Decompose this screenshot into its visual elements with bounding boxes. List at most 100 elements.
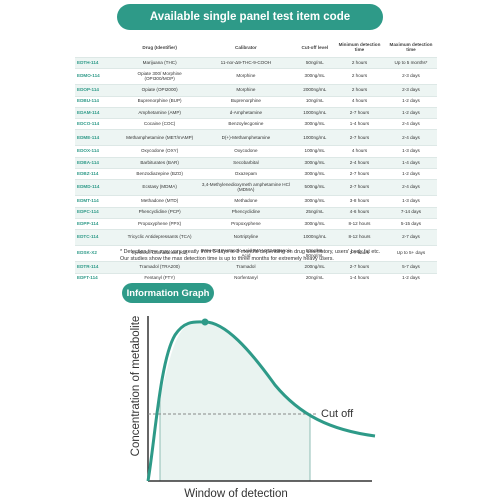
table-row: EDTR-114 Tramadol (TRA200) Tramadol 200ng/m… — [75, 261, 437, 274]
cell-cutoff: 300ng/mL — [295, 217, 334, 230]
table-row: EDBA-114 Barbiturates (BAR) Secobarbital 30… — [75, 156, 437, 169]
cell-min-detection: 2-7 hours — [334, 245, 385, 262]
cell-calibrator: Tramadol — [196, 261, 296, 274]
cell-calibrator: Secobarbital — [196, 156, 296, 169]
cell-code: EDTR-114 — [75, 261, 123, 274]
cell-max-detection: 2-3 days — [384, 68, 437, 85]
peak-marker — [201, 318, 209, 326]
table-row: EDOP-114 Opiate (OPI2000) Morphine 2000ng/m… — [75, 84, 437, 97]
cell-drug: Synthetic Cannabinoid (K2) — [123, 245, 197, 262]
cell-min-detection: 2-7 hours — [334, 168, 385, 180]
cell-min-detection: 2 hours — [334, 68, 385, 85]
cell-drug: Buprenorphine (BUP) — [123, 95, 197, 108]
cell-cutoff: 25ng/mL — [295, 206, 334, 219]
graph-x-label: Window of detection — [184, 488, 288, 500]
cell-code: EDME-114 — [75, 129, 123, 146]
cell-calibrator: Norfentanyl — [196, 272, 296, 284]
graph-title: Information Graph — [122, 283, 214, 303]
cell-cutoff: 100ng/mL — [295, 145, 334, 158]
table-row: EDOX-114 Oxycodone (OXY) Oxycodone 100ng/mL… — [75, 145, 437, 158]
cell-calibrator: Nortriptyline — [196, 229, 296, 246]
cell-max-detection: 7-14 days — [384, 206, 437, 219]
cell-max-detection: 2-7 days — [384, 229, 437, 246]
table-row: EDSK-X2 Synthetic Cannabinoid (K2) JWH-018… — [75, 245, 437, 262]
cell-drug: Opiate (OPI2000) — [123, 84, 197, 97]
cell-cutoff: 1000ng/mL — [295, 129, 334, 146]
cell-calibrator: Benzoylecgonine — [196, 118, 296, 130]
cell-cutoff: 20ng/mL — [295, 272, 334, 284]
cell-cutoff: 1000ng/mL — [295, 229, 334, 246]
cell-drug: Marijuana (THC) — [123, 56, 197, 69]
cell-drug: Methamphetamine (MET/mAMP) — [123, 129, 197, 146]
cell-code: EDPP-114 — [75, 217, 123, 230]
table-row: EDPP-114 Propoxyphene (PPX) Propoxyphene 30… — [75, 217, 437, 230]
cell-max-detection: 1-3 days — [384, 195, 437, 208]
cell-max-detection: 2-3 days — [384, 84, 437, 97]
table-row: EDAM-114 Amphetamine (AMP) d-Amphetamine 10… — [75, 106, 437, 119]
cell-code: EDSK-X2 — [75, 245, 123, 262]
table-row: EDME-114 Methamphetamine (MET/mAMP) D(+)-M… — [75, 129, 437, 146]
cell-max-detection: Up to 5 months* — [384, 56, 437, 69]
header-min-detection: Minimum detection time — [338, 42, 381, 52]
cell-max-detection: 1-4 days — [384, 156, 437, 169]
cell-code: EDBZ-114 — [75, 168, 123, 180]
cell-min-detection: 2 hours — [334, 84, 385, 97]
cell-calibrator: Phencyclidine — [196, 206, 296, 219]
cell-cutoff: 10ng/mL — [295, 95, 334, 108]
cell-min-detection: 3-8 hours — [334, 195, 385, 208]
cell-min-detection: 2-7 hours — [334, 261, 385, 274]
cell-cutoff: 300ng/mL — [295, 118, 334, 130]
table-row: EDMT-114 Methadone (MTD) Methadone 300ng/mL… — [75, 195, 437, 208]
cell-min-detection: 2-7 hours — [334, 106, 385, 119]
cell-code: EDMT-114 — [75, 195, 123, 208]
detection-window-fill — [160, 321, 310, 481]
cell-max-detection: 1-2 days — [384, 106, 437, 119]
cell-calibrator: Oxycodone — [196, 145, 296, 158]
cell-max-detection: 1-2 days — [384, 95, 437, 108]
cell-cutoff: 300ng/mL — [295, 156, 334, 169]
cell-min-detection: 4-6 hours — [334, 206, 385, 219]
test-item-table: Drug (Identifier) Calibrator Cut-off lev… — [75, 37, 437, 284]
cell-max-detection: 2-4 days — [384, 118, 437, 130]
cell-min-detection: 4 hours — [334, 95, 385, 108]
cell-code: EDOX-114 — [75, 145, 123, 158]
cell-max-detection: 2-4 days — [384, 129, 437, 146]
cell-min-detection: 8-12 hours — [334, 229, 385, 246]
cell-drug: Propoxyphene (PPX) — [123, 217, 197, 230]
cell-min-detection: 1-4 hours — [334, 118, 385, 130]
cell-min-detection: 2-7 hours — [334, 129, 385, 146]
cell-code: EDTC-114 — [75, 229, 123, 246]
cell-calibrator: 11-nor-Δ9-THC-9-COOH — [196, 56, 296, 69]
table-header-row: Drug (Identifier) Calibrator Cut-off lev… — [75, 37, 437, 58]
cell-cutoff: 50ng/mL 50ng/mL — [295, 245, 334, 262]
cell-code: EDMO-114 — [75, 68, 123, 85]
cell-calibrator: Methadone — [196, 195, 296, 208]
cell-code: EDBA-114 — [75, 156, 123, 169]
cell-min-detection: 2-7 hours — [334, 179, 385, 196]
table-row: EDMD-114 Ecstasy (MDMA) 3,4-Methylenedioxy… — [75, 179, 437, 196]
cell-drug: Ecstasy (MDMA) — [123, 179, 197, 196]
header-calibrator: Calibrator — [235, 44, 257, 50]
cell-cutoff: 500ng/mL — [295, 179, 334, 196]
cell-drug: Phencyclidine (PCP) — [123, 206, 197, 219]
header-drug: Drug (Identifier) — [142, 44, 177, 50]
cell-max-detection: Up to 5+ days — [384, 245, 437, 262]
cell-cutoff: 300ng/mL — [295, 195, 334, 208]
table-row: EDTC-114 Tricyclic Antidepressants (TCA) N… — [75, 229, 437, 246]
cell-max-detection: 1-2 days — [384, 272, 437, 284]
cell-max-detection: 1-3 days — [384, 145, 437, 158]
table-row: EDMO-114 Opiate 300/ Morphine (OPI300/MOP… — [75, 68, 437, 85]
table-row: EDPC-114 Phencyclidine (PCP) Phencyclidine… — [75, 206, 437, 219]
table-row: EDFT-114 Fentanyl (FTY) Norfentanyl 20ng/mL… — [75, 272, 437, 284]
cell-calibrator: Oxazepam — [196, 168, 296, 180]
cell-code: EDPC-114 — [75, 206, 123, 219]
cell-cutoff: 300ng/mL — [295, 68, 334, 85]
cell-max-detection: 1-2 days — [384, 168, 437, 180]
cell-drug: Methadone (MTD) — [123, 195, 197, 208]
cell-max-detection: 5-7 days — [384, 261, 437, 274]
cell-drug: Benzodiazepine (BZO) — [123, 168, 197, 180]
cell-code: EDBU-114 — [75, 95, 123, 108]
cell-calibrator: Morphine — [196, 84, 296, 97]
cell-min-detection: 2-4 hours — [334, 156, 385, 169]
